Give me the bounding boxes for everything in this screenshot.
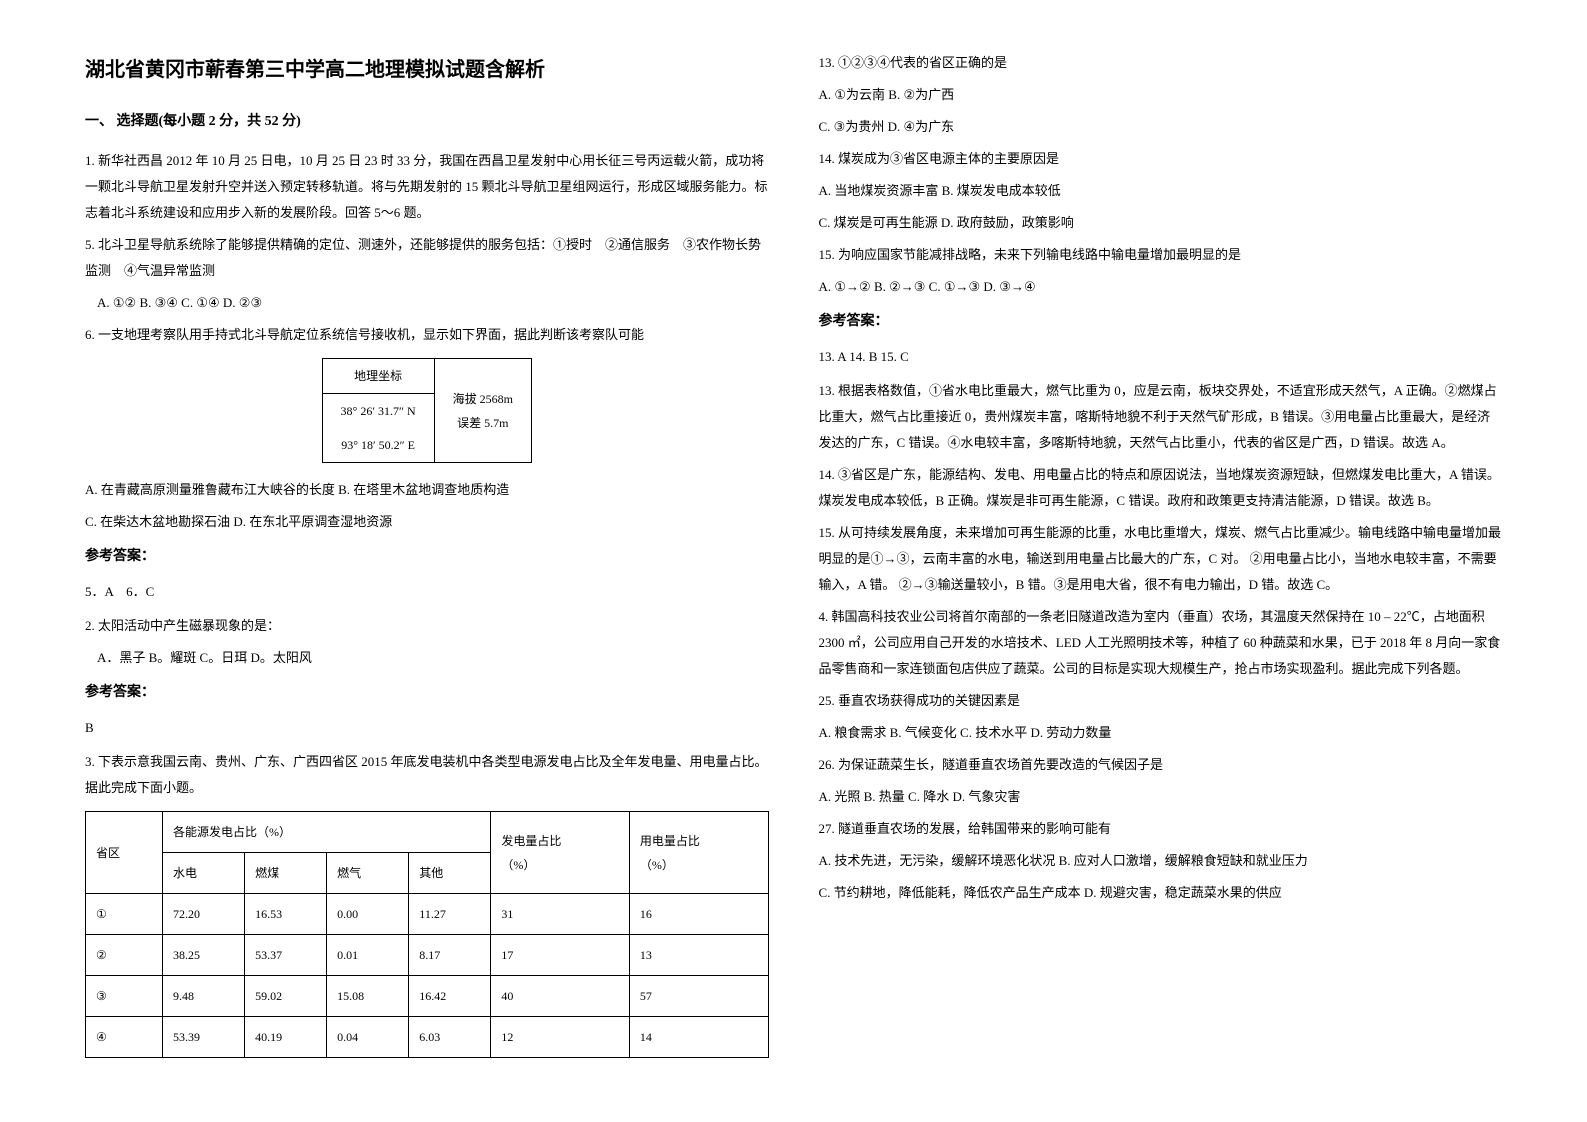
coord-header: 地理坐标 [322, 359, 434, 394]
coord-lon: 93° 18′ 50.2″ E [322, 428, 434, 463]
q27-options-cd: C. 节约耕地，降低能耗，降低农产品生产成本 D. 规避灾害，稳定蔬菜水果的供应 [819, 880, 1503, 906]
table-row: ② 38.25 53.37 0.01 8.17 17 13 [86, 935, 769, 976]
q2-answer: B [85, 715, 769, 741]
explain-14: 14. ③省区是广东，能源结构、发电、用电量占比的特点和原因说法，当地煤炭资源短… [819, 462, 1503, 514]
q6-options-ab: A. 在青藏高原测量雅鲁藏布江大峡谷的长度 B. 在塔里木盆地调查地质构造 [85, 477, 769, 503]
th-gen-label: 发电量占比 [501, 829, 619, 853]
section-heading: 一、 选择题(每小题 2 分，共 52 分) [85, 108, 769, 136]
q27-options-ab: A. 技术先进，无污染，缓解环境恶化状况 B. 应对人口激增，缓解粮食短缺和就业… [819, 848, 1503, 874]
q26-options: A. 光照 B. 热量 C. 降水 D. 气象灾害 [819, 784, 1503, 810]
coord-error: 误差 5.7m [453, 411, 513, 435]
q27-text: 27. 隧道垂直农场的发展，给韩国带来的影响可能有 [819, 816, 1503, 842]
q25-text: 25. 垂直农场获得成功的关键因素是 [819, 688, 1503, 714]
coord-side: 海拔 2568m 误差 5.7m [434, 359, 531, 463]
th-use-unit: （%） [640, 853, 758, 877]
q14-text: 14. 煤炭成为③省区电源主体的主要原因是 [819, 146, 1503, 172]
energy-data-table: 省区 各能源发电占比（%） 发电量占比 （%） 用电量占比 （%） 水电 燃煤 … [85, 811, 769, 1058]
answer-heading-2: 参考答案： [85, 679, 769, 707]
th-coal: 燃煤 [245, 853, 327, 894]
q6-text: 6. 一支地理考察队用手持式北斗导航定位系统信号接收机，显示如下界面，据此判断该… [85, 322, 769, 348]
q3-text: 3. 下表示意我国云南、贵州、广东、广西四省区 2015 年底发电装机中各类型电… [85, 749, 769, 801]
q14-options-cd: C. 煤炭是可再生能源 D. 政府鼓励，政策影响 [819, 210, 1503, 236]
answer-heading-1: 参考答案： [85, 543, 769, 571]
th-gen-unit: （%） [501, 853, 619, 877]
q13-text: 13. ①②③④代表的省区正确的是 [819, 50, 1503, 76]
q15-text: 15. 为响应国家节能减排战略，未来下列输电线路中输电量增加最明显的是 [819, 242, 1503, 268]
th-hydro: 水电 [162, 853, 244, 894]
q3-answers: 13. A 14. B 15. C [819, 344, 1503, 370]
q2-options: A．黑子 B。耀斑 C。日珥 D。太阳风 [85, 645, 769, 671]
th-gas: 燃气 [327, 853, 409, 894]
explain-15: 15. 从可持续发展角度，未来增加可再生能源的比重，水电比重增大，煤炭、燃气占比… [819, 520, 1503, 598]
q25-options: A. 粮食需求 B. 气候变化 C. 技术水平 D. 劳动力数量 [819, 720, 1503, 746]
explain-13: 13. 根据表格数值，①省水电比重最大，燃气比重为 0，应是云南，板块交界处，不… [819, 378, 1503, 456]
coordinate-table: 地理坐标 海拔 2568m 误差 5.7m 38° 26′ 31.7″ N 93… [322, 358, 532, 463]
coord-altitude: 海拔 2568m [453, 387, 513, 411]
table-row: ④ 53.39 40.19 0.04 6.03 12 14 [86, 1017, 769, 1058]
q1-answer: 5．A 6．C [85, 579, 769, 605]
answer-heading-3: 参考答案： [819, 308, 1503, 336]
th-gen-share: 发电量占比 （%） [491, 812, 630, 894]
coord-lat: 38° 26′ 31.7″ N [322, 394, 434, 429]
q15-options: A. ①→② B. ②→③ C. ①→③ D. ③→④ [819, 274, 1503, 300]
q1-text: 1. 新华社西昌 2012 年 10 月 25 日电，10 月 25 日 23 … [85, 148, 769, 226]
q2-text: 2. 太阳活动中产生磁暴现象的是： [85, 613, 769, 639]
table-row: ③ 9.48 59.02 15.08 16.42 40 57 [86, 976, 769, 1017]
q13-options-ab: A. ①为云南 B. ②为广西 [819, 82, 1503, 108]
th-other: 其他 [409, 853, 491, 894]
th-province: 省区 [86, 812, 163, 894]
th-use-share: 用电量占比 （%） [629, 812, 768, 894]
q5-options: A. ①② B. ③④ C. ①④ D. ②③ [85, 290, 769, 316]
q5-text: 5. 北斗卫星导航系统除了能够提供精确的定位、测速外，还能够提供的服务包括：①授… [85, 232, 769, 284]
q26-text: 26. 为保证蔬菜生长，隧道垂直农场首先要改造的气候因子是 [819, 752, 1503, 778]
th-energy-share: 各能源发电占比（%） [162, 812, 490, 853]
q13-options-cd: C. ③为贵州 D. ④为广东 [819, 114, 1503, 140]
q6-options-cd: C. 在柴达木盆地勘探石油 D. 在东北平原调查湿地资源 [85, 509, 769, 535]
page-title: 湖北省黄冈市蕲春第三中学高二地理模拟试题含解析 [85, 50, 769, 90]
q4-text: 4. 韩国高科技农业公司将首尔南部的一条老旧隧道改造为室内（垂直）农场，其温度天… [819, 604, 1503, 682]
q14-options-ab: A. 当地煤炭资源丰富 B. 煤炭发电成本较低 [819, 178, 1503, 204]
th-use-label: 用电量占比 [640, 829, 758, 853]
table-row: ① 72.20 16.53 0.00 11.27 31 16 [86, 894, 769, 935]
